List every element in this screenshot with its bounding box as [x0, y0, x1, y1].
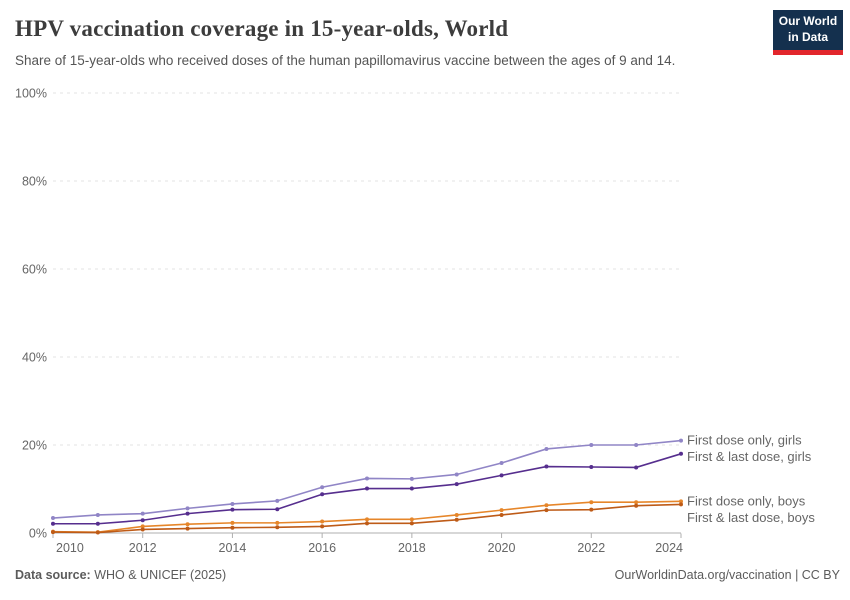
y-axis-label-40: 40%: [22, 351, 47, 365]
x-axis-label-2020: 2020: [488, 541, 516, 555]
point-first-dose-only-boys-2019[interactable]: [454, 512, 459, 517]
point-first-last-dose-boys-2016[interactable]: [320, 524, 325, 529]
logo-line-2: in Data: [787, 30, 828, 44]
data-source-label: Data source:: [15, 568, 91, 582]
point-first-last-dose-girls-2021[interactable]: [544, 464, 549, 469]
point-first-dose-only-girls-2012[interactable]: [140, 511, 145, 516]
x-axis-label-2024: 2024: [655, 541, 683, 555]
point-first-last-dose-girls-2022[interactable]: [589, 465, 594, 469]
point-first-last-dose-boys-2024[interactable]: [679, 502, 683, 507]
point-first-last-dose-boys-2013[interactable]: [185, 526, 190, 531]
chart-footer: Data source: WHO & UNICEF (2025) OurWorl…: [15, 568, 840, 582]
point-first-dose-only-boys-2017[interactable]: [365, 517, 369, 522]
point-first-dose-only-boys-2024[interactable]: [679, 499, 683, 504]
point-first-dose-only-girls-2014[interactable]: [230, 501, 235, 506]
y-axis-label-20: 20%: [22, 439, 47, 453]
point-first-dose-only-boys-2015[interactable]: [275, 520, 280, 525]
point-first-last-dose-girls-2014[interactable]: [230, 507, 235, 512]
point-first-dose-only-girls-2015[interactable]: [275, 498, 280, 503]
point-first-last-dose-boys-2010[interactable]: [51, 530, 55, 535]
point-first-dose-only-boys-2018[interactable]: [409, 517, 414, 522]
line-first-dose-only-boys[interactable]: [52, 500, 682, 533]
point-first-last-dose-boys-2019[interactable]: [454, 517, 459, 522]
point-first-last-dose-boys-2012[interactable]: [140, 527, 145, 532]
chart-title: HPV vaccination coverage in 15-year-olds…: [15, 16, 509, 41]
chart-subtitle: Share of 15-year-olds who received doses…: [15, 53, 676, 68]
point-first-dose-only-girls-2013[interactable]: [185, 506, 190, 511]
y-axis-label-60: 60%: [22, 263, 47, 277]
point-first-last-dose-boys-2020[interactable]: [499, 512, 504, 517]
point-first-last-dose-girls-2013[interactable]: [185, 511, 190, 516]
point-first-last-dose-girls-2011[interactable]: [95, 521, 100, 526]
point-first-dose-only-boys-2021[interactable]: [544, 503, 549, 508]
point-first-last-dose-girls-2017[interactable]: [365, 486, 369, 491]
point-first-dose-only-boys-2023[interactable]: [634, 500, 639, 505]
series-label-first-dose-only-girls[interactable]: First dose only, girls: [687, 433, 802, 448]
point-first-last-dose-boys-2023[interactable]: [634, 503, 639, 508]
data-source: Data source: WHO & UNICEF (2025): [15, 568, 226, 582]
x-axis-label-2010: 2010: [56, 541, 84, 555]
point-first-dose-only-girls-2022[interactable]: [589, 443, 594, 447]
x-axis-label-2014: 2014: [219, 541, 247, 555]
point-first-dose-only-girls-2023[interactable]: [634, 443, 639, 447]
data-source-value: WHO & UNICEF (2025): [90, 568, 227, 582]
x-axis-label-2016: 2016: [308, 541, 336, 555]
point-first-dose-only-girls-2010[interactable]: [51, 516, 55, 521]
y-axis-label-0: 0%: [29, 527, 47, 541]
point-first-dose-only-girls-2011[interactable]: [95, 512, 100, 517]
x-axis-label-2022: 2022: [577, 541, 605, 555]
x-axis-label-2012: 2012: [129, 541, 157, 555]
point-first-dose-only-boys-2022[interactable]: [589, 500, 594, 505]
footer-link[interactable]: OurWorldinData.org/vaccination | CC BY: [614, 568, 840, 582]
point-first-dose-only-girls-2016[interactable]: [320, 485, 325, 490]
point-first-dose-only-boys-2020[interactable]: [499, 508, 504, 513]
point-first-last-dose-girls-2012[interactable]: [140, 518, 145, 523]
point-first-last-dose-boys-2015[interactable]: [275, 525, 280, 530]
point-first-dose-only-boys-2014[interactable]: [230, 520, 235, 525]
point-first-dose-only-boys-2013[interactable]: [185, 522, 190, 527]
y-axis-label-100: 100%: [15, 87, 47, 101]
point-first-last-dose-girls-2019[interactable]: [454, 482, 459, 487]
owid-logo[interactable]: Our World in Data: [773, 10, 843, 55]
logo-red-bar: [773, 50, 843, 55]
point-first-dose-only-boys-2012[interactable]: [140, 524, 145, 529]
point-first-dose-only-girls-2018[interactable]: [409, 476, 414, 481]
point-first-dose-only-girls-2019[interactable]: [454, 472, 459, 477]
point-first-dose-only-girls-2020[interactable]: [499, 461, 504, 466]
point-first-last-dose-girls-2024[interactable]: [679, 451, 683, 456]
point-first-last-dose-boys-2022[interactable]: [589, 507, 594, 512]
owid-logo-text: Our World in Data: [773, 10, 843, 50]
series-label-first-dose-only-boys[interactable]: First dose only, boys: [687, 493, 806, 508]
point-first-last-dose-boys-2017[interactable]: [365, 521, 369, 526]
point-first-last-dose-girls-2015[interactable]: [275, 507, 280, 512]
point-first-dose-only-boys-2016[interactable]: [320, 519, 325, 524]
series-label-first-last-dose-boys[interactable]: First & last dose, boys: [687, 510, 815, 525]
point-first-last-dose-girls-2010[interactable]: [51, 521, 55, 526]
point-first-last-dose-boys-2021[interactable]: [544, 508, 549, 513]
point-first-dose-only-girls-2017[interactable]: [365, 476, 369, 481]
point-first-dose-only-girls-2024[interactable]: [679, 438, 683, 443]
logo-line-1: Our World: [778, 14, 838, 29]
point-first-last-dose-girls-2016[interactable]: [320, 492, 325, 497]
point-first-last-dose-girls-2018[interactable]: [409, 486, 414, 491]
point-first-dose-only-girls-2021[interactable]: [544, 446, 549, 451]
series-label-first-last-dose-girls[interactable]: First & last dose, girls: [687, 449, 812, 464]
point-first-last-dose-girls-2020[interactable]: [499, 473, 504, 478]
point-first-last-dose-boys-2011[interactable]: [95, 530, 100, 535]
point-first-last-dose-boys-2018[interactable]: [409, 521, 414, 526]
x-axis-label-2018: 2018: [398, 541, 426, 555]
y-axis-label-80: 80%: [22, 175, 47, 189]
point-first-last-dose-boys-2014[interactable]: [230, 525, 235, 530]
point-first-last-dose-girls-2023[interactable]: [634, 465, 639, 470]
